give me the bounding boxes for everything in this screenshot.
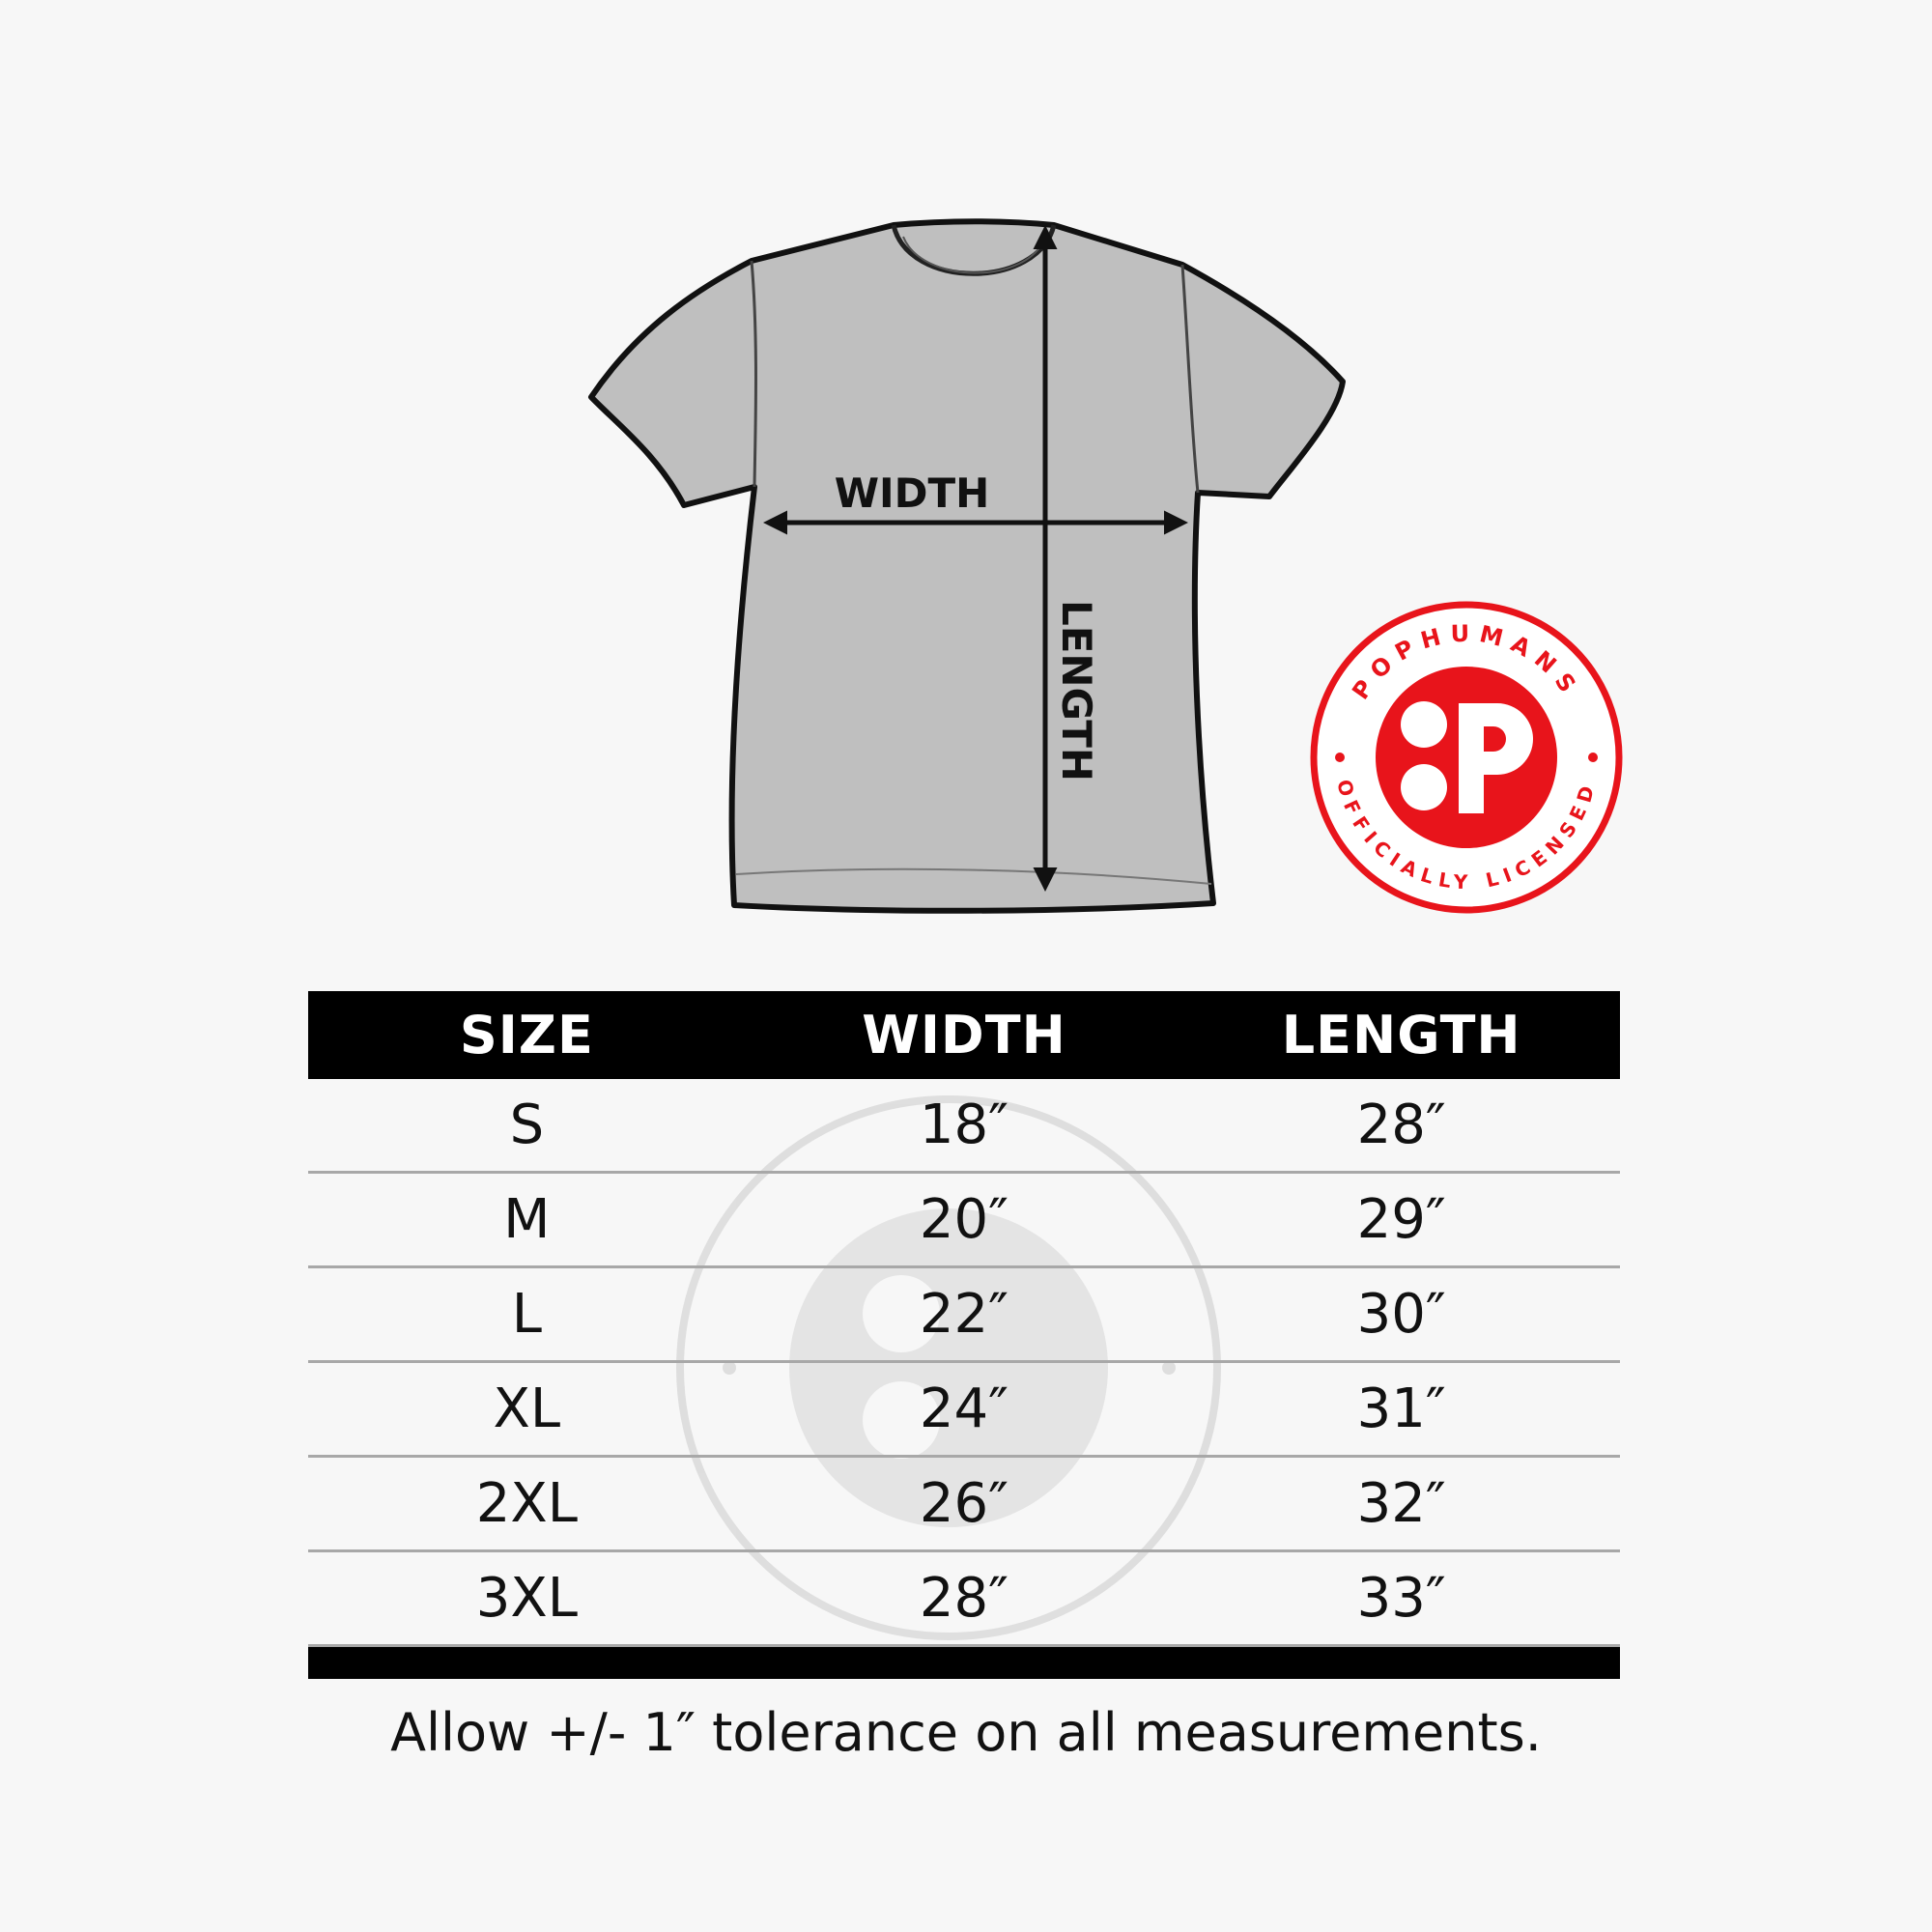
table-row: L 22″ 30″ bbox=[308, 1268, 1620, 1363]
length-label: LENGTH bbox=[1053, 600, 1100, 781]
tolerance-note: Allow +/- 1″ tolerance on all measuremen… bbox=[390, 1702, 1542, 1763]
table-row: M 20″ 29″ bbox=[308, 1174, 1620, 1268]
length-cell: 33″ bbox=[1356, 1567, 1446, 1630]
header-width: WIDTH bbox=[862, 1005, 1066, 1065]
size-cell: 2XL bbox=[475, 1472, 578, 1535]
length-cell: 29″ bbox=[1356, 1188, 1446, 1251]
table-header: SIZE WIDTH LENGTH bbox=[308, 991, 1620, 1079]
tshirt-diagram: WIDTH LENGTH bbox=[588, 218, 1346, 914]
table-row: 2XL 26″ 32″ bbox=[308, 1458, 1620, 1552]
width-cell: 18″ bbox=[919, 1094, 1009, 1156]
length-cell: 31″ bbox=[1356, 1378, 1446, 1440]
header-size: SIZE bbox=[459, 1005, 594, 1065]
size-cell: 3XL bbox=[475, 1567, 578, 1630]
table-row: S 18″ 28″ bbox=[308, 1079, 1620, 1174]
width-cell: 24″ bbox=[919, 1378, 1009, 1440]
size-cell: S bbox=[509, 1094, 545, 1156]
size-cell: L bbox=[511, 1283, 542, 1346]
watermark-logo bbox=[676, 1095, 1221, 1640]
length-cell: 28″ bbox=[1356, 1094, 1446, 1156]
table-bottom-bar bbox=[308, 1647, 1620, 1679]
width-cell: 26″ bbox=[919, 1472, 1009, 1535]
size-cell: M bbox=[503, 1188, 551, 1251]
table-row: 3XL 28″ 33″ bbox=[308, 1552, 1620, 1647]
size-cell: XL bbox=[493, 1378, 561, 1440]
table-row: XL 24″ 31″ bbox=[308, 1363, 1620, 1458]
pophumans-logo: POPHUMANS OFFICIALLY LICENSED bbox=[1310, 601, 1623, 914]
length-cell: 30″ bbox=[1356, 1283, 1446, 1346]
size-chart-table: SIZE WIDTH LENGTH S 18″ 28″ M 20″ 29″ L 22″ 30… bbox=[308, 991, 1620, 1679]
length-cell: 32″ bbox=[1356, 1472, 1446, 1535]
width-label: WIDTH bbox=[835, 469, 990, 517]
width-cell: 28″ bbox=[919, 1567, 1009, 1630]
width-cell: 20″ bbox=[919, 1188, 1009, 1251]
width-cell: 22″ bbox=[919, 1283, 1009, 1346]
header-length: LENGTH bbox=[1281, 1005, 1521, 1065]
